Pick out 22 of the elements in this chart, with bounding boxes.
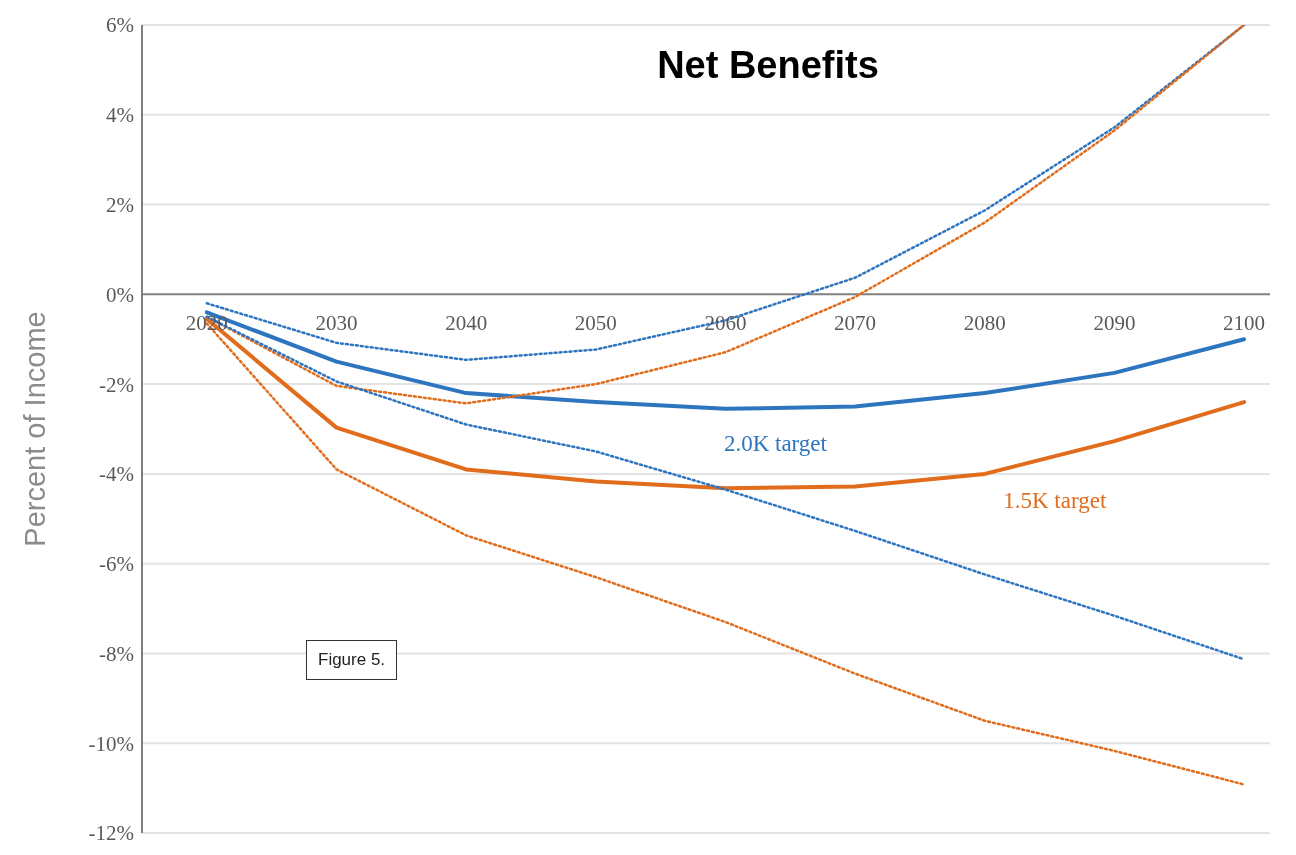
y-tick-label: 6% bbox=[106, 13, 134, 38]
y-tick-label: -8% bbox=[99, 641, 134, 666]
text: Net Benefits bbox=[656, 44, 880, 87]
y-tick-label: 2% bbox=[106, 193, 134, 218]
y-tick-label: -12% bbox=[88, 821, 134, 846]
x-tick-label: 2100 bbox=[1223, 311, 1266, 336]
x-tick-label: 2080 bbox=[963, 311, 1006, 336]
series-label: 2.0K target bbox=[723, 430, 828, 456]
y-tick-label: -10% bbox=[88, 731, 134, 756]
series-label: 1.5K target bbox=[1003, 487, 1107, 513]
y-axis-title: Percent of Income bbox=[19, 311, 52, 547]
y-tick-label: 0% bbox=[106, 282, 134, 307]
y-tick-label: -4% bbox=[99, 462, 134, 487]
x-tick-label: 2030 bbox=[315, 311, 358, 336]
annotation: Figure 5. bbox=[306, 640, 398, 680]
x-tick-label: 2090 bbox=[1093, 311, 1136, 336]
x-tick-label: 2040 bbox=[445, 311, 488, 336]
y-tick-label: 4% bbox=[106, 103, 134, 128]
x-tick-label: 2070 bbox=[834, 311, 877, 336]
x-tick-label: 2050 bbox=[574, 311, 617, 336]
y-tick-label: -6% bbox=[99, 552, 134, 577]
y-tick-label: -2% bbox=[99, 372, 134, 397]
